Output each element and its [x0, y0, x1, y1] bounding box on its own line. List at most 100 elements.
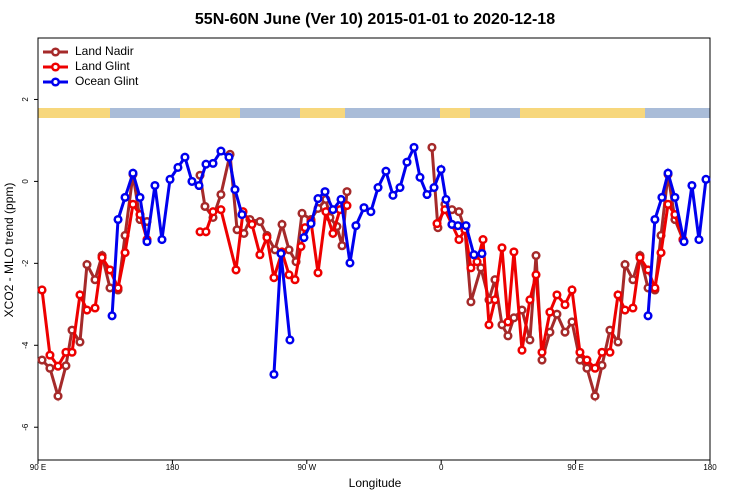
land-ocean-strip — [38, 108, 710, 118]
data-point — [628, 303, 638, 313]
data-point — [582, 363, 592, 373]
data-point — [297, 208, 307, 218]
data-point — [230, 185, 240, 195]
legend-marker — [50, 47, 61, 57]
data-point — [328, 228, 338, 238]
data-point — [427, 142, 437, 152]
data-point — [537, 355, 547, 365]
data-point — [429, 182, 439, 193]
data-point — [75, 337, 85, 347]
data-point — [560, 300, 570, 310]
data-point — [128, 168, 138, 178]
data-point — [635, 253, 645, 263]
y-tick-label: -2 — [21, 259, 30, 267]
data-point — [497, 243, 507, 253]
data-point — [285, 335, 295, 345]
data-point — [517, 345, 527, 355]
data-point — [525, 335, 535, 345]
data-point — [284, 245, 294, 255]
data-point — [466, 263, 476, 273]
data-point — [255, 216, 265, 227]
data-point — [97, 253, 107, 263]
data-point — [345, 258, 355, 268]
data-point — [269, 369, 279, 379]
data-point — [650, 214, 660, 225]
data-point — [657, 192, 667, 202]
y-tick-label: 2 — [21, 97, 30, 102]
data-point — [328, 205, 338, 215]
data-point — [67, 347, 77, 357]
data-point — [75, 290, 85, 300]
data-point — [82, 305, 92, 315]
data-point — [597, 347, 607, 357]
data-point — [53, 391, 63, 401]
legend-label: Land Nadir — [75, 44, 134, 58]
data-point — [306, 219, 316, 229]
data-point — [472, 257, 482, 267]
data-point — [165, 174, 175, 184]
data-point — [45, 363, 55, 373]
data-point — [525, 295, 535, 305]
data-point — [200, 201, 210, 211]
data-point — [216, 146, 226, 156]
data-point — [113, 214, 123, 225]
data-point — [231, 265, 241, 275]
data-point — [105, 265, 115, 275]
data-point — [537, 347, 547, 357]
data-point — [296, 241, 306, 252]
x-tick-label: 180 — [703, 463, 717, 472]
data-point — [277, 219, 287, 229]
data-point — [490, 295, 500, 305]
data-point — [575, 355, 585, 365]
data-point — [679, 237, 689, 247]
data-point — [560, 327, 570, 337]
data-point — [82, 260, 92, 270]
data-point — [299, 232, 309, 243]
data-point — [321, 207, 331, 217]
data-point — [670, 192, 680, 202]
data-point — [201, 227, 211, 237]
data-point — [582, 355, 592, 365]
data-point — [201, 159, 211, 169]
data-point — [187, 176, 197, 186]
data-point — [613, 337, 623, 347]
data-point — [150, 180, 160, 191]
data-point — [575, 347, 585, 357]
data-point — [454, 235, 464, 245]
data-point — [373, 182, 383, 193]
data-point — [45, 350, 55, 360]
x-tick-label: 0 — [439, 463, 444, 472]
data-point — [337, 241, 347, 251]
data-point — [290, 275, 300, 285]
x-tick-label: 90 E — [567, 463, 583, 472]
data-point — [466, 297, 476, 307]
x-tick-label: 90 E — [30, 463, 46, 472]
data-point — [509, 247, 519, 257]
data-point — [313, 268, 323, 278]
data-point — [531, 270, 541, 280]
data-point — [552, 290, 562, 300]
data-point — [409, 142, 419, 152]
data-point — [128, 199, 138, 209]
y-axis-label: XCO2 - MLO trend (ppm) — [2, 183, 16, 318]
data-point — [484, 320, 494, 330]
data-point — [208, 207, 218, 217]
data-point — [605, 347, 615, 357]
data-point — [453, 221, 463, 231]
data-point — [61, 361, 71, 371]
y-tick-label: -6 — [21, 423, 30, 431]
data-point — [597, 360, 607, 370]
data-point — [381, 166, 391, 176]
data-point — [620, 305, 630, 315]
data-point — [135, 192, 145, 202]
data-point — [656, 248, 666, 258]
data-point — [436, 164, 446, 175]
data-point — [255, 250, 265, 260]
x-tick-label: 90 W — [297, 463, 316, 472]
data-point — [402, 157, 412, 167]
legend-label: Ocean Glint — [75, 74, 139, 88]
data-point — [432, 219, 442, 229]
data-point — [663, 199, 673, 209]
data-point — [208, 158, 218, 168]
